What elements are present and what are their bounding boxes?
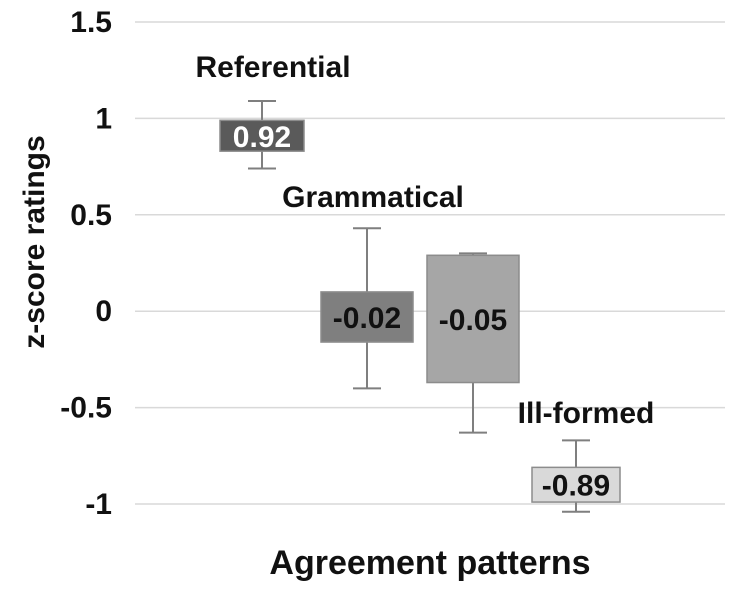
box-value-label: -0.02 [333,302,401,335]
box-rect [320,291,414,343]
y-tick-label: 0 [95,295,112,328]
grid-lines [135,21,725,505]
category-label: Ill-formed [518,397,655,430]
box-group: -0.02 Grammatical [282,181,464,390]
box-group: -0.05 [426,252,520,434]
y-tick-label: 1 [95,102,112,135]
box-rect [531,466,621,503]
y-axis-title: z-score ratings [18,135,51,348]
box-value-label: -0.89 [542,470,610,503]
boxes: 0.92 Referential -0.02 Grammatical -0.05 -0.8… [195,51,655,513]
y-tick-label: -1 [85,488,112,521]
x-axis-title: Agreement patterns [269,544,590,582]
category-label: Referential [195,51,350,84]
box-value-label: -0.05 [439,304,507,337]
box-rect [426,254,520,384]
box-group: -0.89 Ill-formed [518,397,655,513]
category-label: Grammatical [282,181,464,214]
box-group: 0.92 Referential [195,51,351,170]
box-value-label: 0.92 [233,121,291,154]
y-tick-label: 0.5 [70,199,112,232]
box-rect [219,119,305,152]
y-axis-ticks: 1.5 1 0.5 0 -0.5 -1 [60,6,112,521]
y-tick-label: -0.5 [60,392,112,425]
y-tick-label: 1.5 [70,6,112,39]
